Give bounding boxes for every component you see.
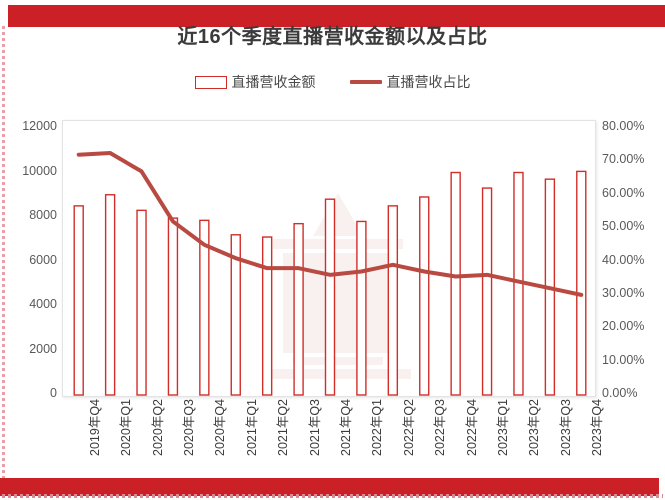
x-axis-tick: 2022年Q3 [433,399,448,456]
bottom-dotted-border [2,494,663,498]
y-right-tick: 20.00% [602,319,645,334]
bar [387,205,399,396]
x-axis-tick: 2020年Q3 [181,399,196,456]
x-axis-tick: 2023年Q1 [496,399,511,456]
chart-title: 近16个季度直播营收金额以及占比 [177,26,488,48]
y-left-tick: 12000 [22,119,57,133]
y-left-tick: 6000 [29,252,57,267]
y-right-tick: 80.00% [602,119,645,133]
y-right-tick: 40.00% [602,252,645,267]
bar [199,219,210,396]
y-left-tick: 4000 [29,297,57,311]
x-axis-tick: 2020年Q1 [119,399,134,456]
y-axis-left: 12000 10000 8000 6000 4000 2000 0 [0,119,57,400]
chart-legend: 直播营收金额 直播营收占比 [0,72,665,92]
x-axis-tick: 2023年Q4 [590,399,605,456]
y-right-tick: 10.00% [602,352,645,367]
bar [136,209,147,396]
bar [356,220,367,396]
x-axis-tick: 2021年Q4 [339,399,353,456]
y-axis-right: 80.00% 70.00% 60.00% 50.00% 40.00% 30.00% 20.0… [602,119,664,400]
left-dotted-border [2,26,5,478]
x-axis-tick: 2022年Q1 [370,399,385,456]
bottom-accent-bar [0,478,659,496]
y-left-tick: 0 [50,386,57,400]
plot-inner [63,121,597,398]
bar [261,236,273,396]
y-right-tick: 0.00% [602,386,638,400]
x-axis-tick: 2023年Q3 [558,399,573,456]
legend-item-revenue-amount: 直播营收金额 [194,72,316,92]
x-axis-tick: 2020年Q2 [150,399,165,456]
plot-area [62,120,596,397]
bar [324,198,336,396]
trend-line [76,151,584,297]
bar [73,205,84,396]
x-axis-tick: 2022年Q2 [401,399,416,456]
x-axis-tick: 2020年Q4 [213,399,228,456]
line-swatch-icon [349,80,382,84]
bar [293,222,304,396]
legend-item-revenue-share: 直播营收占比 [349,72,471,92]
bar [450,171,461,396]
top-accent-bar [8,5,665,27]
legend-label-revenue-amount: 直播营收金额 [231,74,316,90]
x-axis-labels: 2019年Q4 2020年Q1 2020年Q2 2020年Q3 2020年Q4 2021年… [62,399,605,477]
bar [576,170,587,396]
bar [419,196,430,396]
x-axis-tick: 2021年Q1 [244,399,259,456]
y-right-tick: 30.00% [602,285,645,300]
bar [230,234,241,396]
x-axis-tick: 2021年Q3 [307,399,322,456]
y-right-tick: 60.00% [602,185,645,200]
chart-canvas [73,151,587,396]
y-left-tick: 8000 [29,208,57,222]
y-right-tick: 50.00% [602,219,645,234]
bar [481,187,493,396]
bar [167,217,179,396]
x-axis-tick: 2023年Q2 [527,399,542,456]
y-right-tick: 70.00% [602,152,645,167]
y-left-tick: 10000 [22,163,57,178]
bar-swatch-icon [194,75,227,89]
x-axis-tick: 2022年Q4 [464,399,479,456]
x-axis-tick: 2021年Q2 [276,399,291,456]
bar [104,194,116,396]
y-left-tick: 2000 [29,341,57,356]
x-axis-tick: 2019年Q4 [87,399,102,456]
legend-label-revenue-share: 直播营收占比 [386,74,471,90]
